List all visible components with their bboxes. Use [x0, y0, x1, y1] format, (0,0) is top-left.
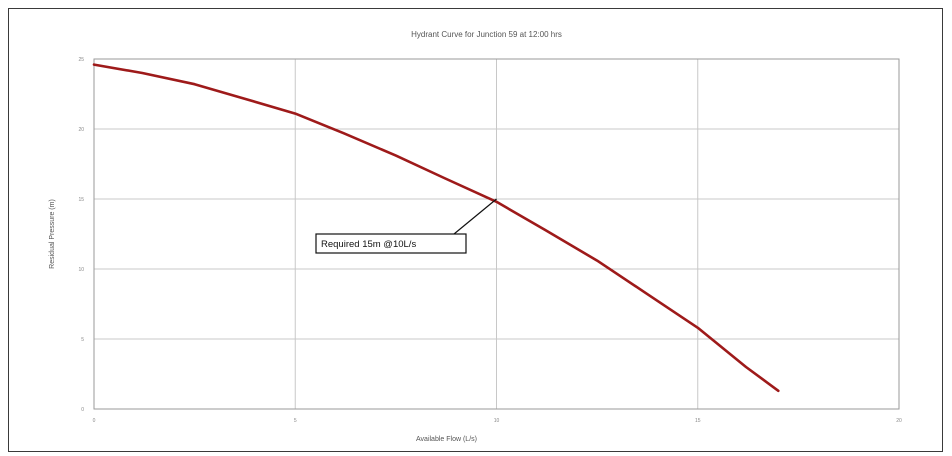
data-point	[777, 389, 780, 392]
data-point	[644, 291, 647, 294]
data-point	[294, 112, 297, 115]
hydrant-curve-chart: 0 5 10 15 20 0 5 10 15 20 25 Hydrant Curve for Jun…	[49, 30, 902, 443]
chart-title: Hydrant Curve for Junction 59 at 12:00 h…	[411, 30, 562, 39]
grid	[93, 58, 900, 410]
x-tick-label: 15	[695, 418, 701, 424]
annotation: Required 15m @10L/s	[315, 198, 497, 254]
y-tick-label: 15	[78, 197, 84, 203]
data-point	[342, 132, 345, 135]
x-tick-label: 20	[896, 418, 902, 424]
data-point	[745, 366, 747, 368]
y-tick-label: 0	[81, 407, 84, 413]
data-point	[495, 200, 498, 203]
x-axis-label: Available Flow (L/s)	[416, 436, 477, 443]
y-tick-label: 5	[81, 337, 84, 343]
data-point	[141, 72, 144, 74]
y-tick-label: 20	[78, 127, 84, 133]
series-layer	[92, 63, 780, 393]
plot-area	[93, 58, 900, 410]
chart-frame: 0 5 10 15 20 0 5 10 15 20 25 Hydrant Curve for Jun…	[8, 8, 943, 452]
x-tick-label: 5	[294, 418, 297, 424]
data-point	[242, 97, 244, 100]
y-tick-label: 10	[78, 267, 84, 273]
data-point	[93, 63, 95, 66]
data-point	[394, 154, 397, 157]
callout-leader-line	[453, 198, 497, 235]
y-axis-label: Residual Pressure (m)	[49, 199, 56, 269]
tick-labels: 0 5 10 15 20 0 5 10 15 20 25	[78, 57, 902, 424]
data-point	[596, 259, 599, 262]
series-line	[92, 63, 780, 393]
data-point	[696, 326, 699, 329]
callout-text: Required 15m @10L/s	[321, 239, 416, 250]
x-tick-label: 0	[93, 418, 96, 424]
data-point	[443, 177, 446, 179]
data-point	[193, 83, 196, 86]
x-tick-label: 10	[494, 418, 500, 424]
data-point	[543, 228, 546, 231]
y-tick-label: 25	[78, 57, 84, 63]
callout-box	[315, 233, 467, 254]
